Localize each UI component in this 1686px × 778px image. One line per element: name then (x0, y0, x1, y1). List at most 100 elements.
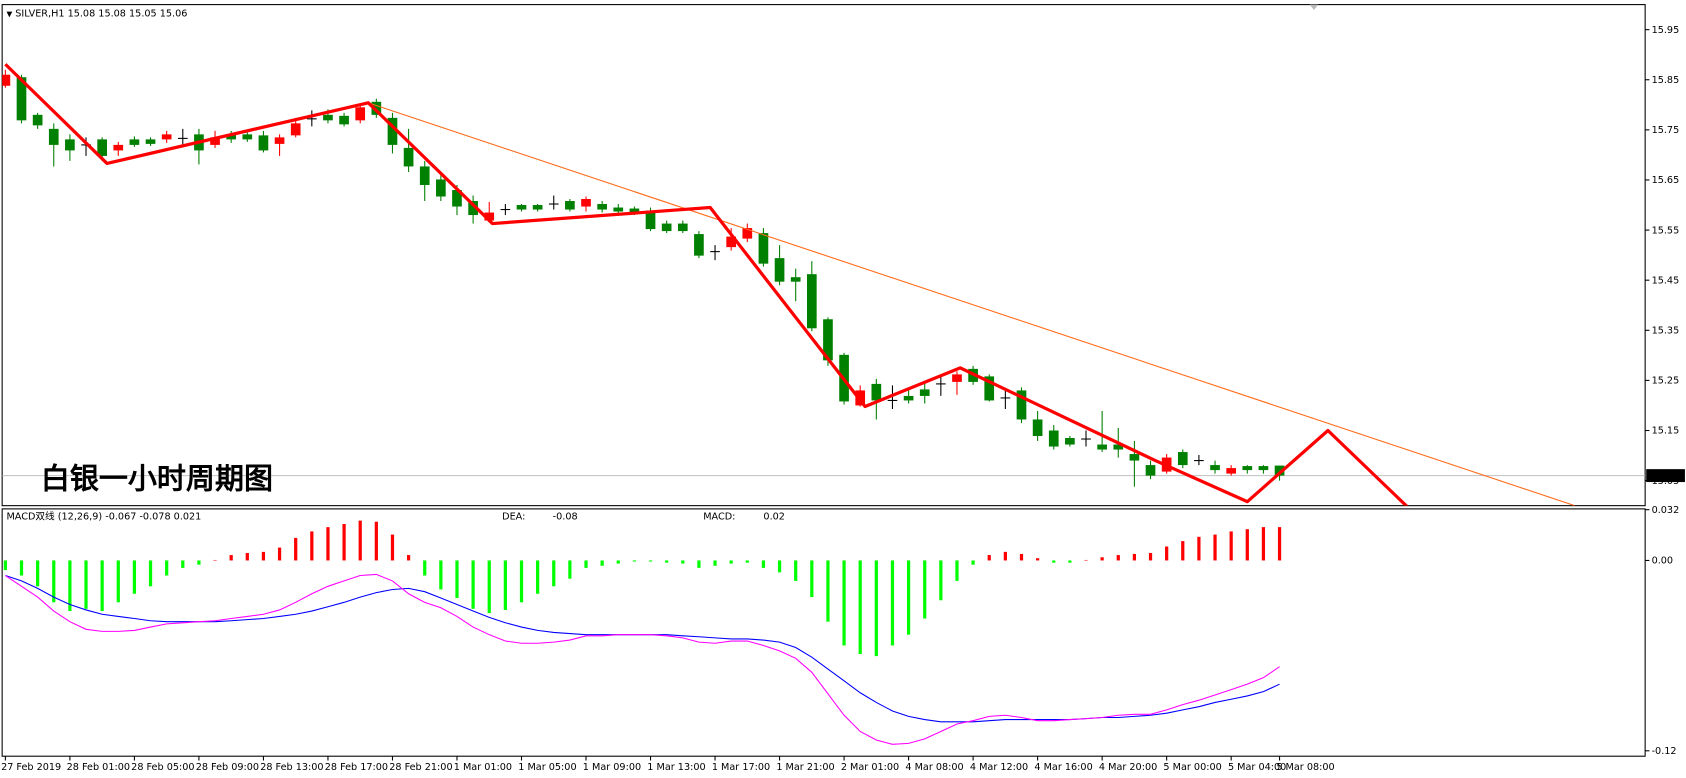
dea-readout: -0.078 (139, 512, 170, 523)
menu-arrow[interactable]: ▼ (6, 9, 12, 18)
histogram-bar (955, 560, 959, 581)
trendline (368, 102, 1575, 506)
candle-body (32, 114, 43, 126)
candle-body (661, 223, 672, 232)
candle-body (516, 205, 527, 210)
close-readout: 15.06 (160, 8, 188, 19)
histogram-bar (552, 560, 556, 587)
candle-body (710, 251, 720, 253)
candle-body (758, 233, 769, 264)
histogram-bar (745, 560, 749, 563)
candle-body (468, 201, 478, 216)
histogram-bar (568, 560, 572, 579)
histogram-bar (729, 560, 733, 564)
candle-body (1097, 444, 1107, 450)
candle-body (548, 203, 559, 205)
y-tick-label: 15.75 (1652, 125, 1680, 136)
macd-value: 0.02 (763, 512, 785, 523)
histogram-bar (648, 560, 653, 562)
x-tick-label: 4 Mar 08:00 (905, 762, 963, 773)
x-tick-label: 28 Feb 13:00 (260, 762, 323, 773)
histogram-bar (487, 560, 491, 614)
candle-body (1081, 438, 1091, 440)
hist-readout: 0.021 (174, 512, 202, 523)
y-tick-label: 15.55 (1652, 225, 1680, 236)
histogram-bar (181, 560, 185, 568)
price-box (1646, 469, 1685, 483)
histogram-bar (261, 551, 266, 561)
candle-body (274, 137, 285, 144)
histogram-bar (439, 560, 443, 590)
histogram-bar (245, 552, 249, 561)
histogram-bar (810, 560, 814, 598)
x-tick-label: 28 Feb 17:00 (325, 762, 388, 773)
main-panel (1, 4, 1646, 507)
histogram-bar (374, 521, 378, 561)
histogram-bar (939, 560, 943, 601)
histogram-bar (536, 560, 540, 594)
histogram-bar (1261, 527, 1266, 561)
histogram-bar (84, 560, 88, 609)
candle-body (65, 139, 75, 151)
x-tick-label: 28 Feb 09:00 (196, 762, 259, 773)
high-readout: 15.08 (98, 8, 126, 19)
histogram-bar (1165, 546, 1169, 561)
histogram-bar (68, 560, 72, 612)
zigzag (4, 63, 1409, 506)
candle-body (210, 137, 220, 145)
candle-body (452, 189, 462, 207)
candle-body (952, 374, 962, 382)
macd-title: MACD双线 (12,26,9) (6, 511, 102, 523)
histogram-bar (1245, 529, 1249, 561)
candle-body (2, 74, 11, 86)
candle-body (1065, 438, 1075, 445)
candle-body (565, 201, 575, 210)
x-tick-label: 5 Mar 08:00 (1276, 762, 1334, 773)
dea-value: -0.08 (553, 512, 578, 523)
y-tick-label: 15.35 (1652, 326, 1680, 337)
candle-body (613, 207, 624, 212)
histogram-bar (132, 560, 137, 594)
histogram-bar (890, 560, 895, 646)
histogram-bar (632, 560, 637, 562)
candle-body (436, 179, 446, 197)
macd-header: MACD双线 (12,26,9) -0.067 -0.078 0.021 (6, 511, 201, 523)
histogram-bar (1036, 558, 1040, 561)
histogram-bar (713, 560, 717, 566)
histogram-bar (665, 560, 669, 563)
histogram-bar (697, 560, 701, 568)
candle-body (532, 205, 543, 210)
histogram-bar (100, 560, 104, 612)
histogram-bar (36, 560, 40, 587)
candle-body (774, 258, 785, 282)
candle-body (419, 166, 430, 185)
y-tick-label: 15.95 (1652, 25, 1680, 36)
histogram-bar (310, 531, 314, 561)
candle-body (823, 319, 833, 361)
open-readout: 15.08 (68, 8, 96, 19)
x-tick-label: 1 Mar 13:00 (647, 762, 705, 773)
y-tick-label: 15.45 (1652, 275, 1680, 286)
candle-body (1258, 466, 1269, 471)
histogram-bar (1100, 557, 1104, 561)
candle-body (387, 117, 398, 145)
dif-readout: -0.067 (105, 512, 136, 523)
histogram-bar (52, 560, 56, 603)
candle-body (97, 139, 107, 156)
histogram-bar (1116, 555, 1120, 561)
histogram-bar (1148, 552, 1153, 561)
candle-body (1274, 465, 1285, 476)
candle-body (500, 208, 511, 211)
histogram-bar (777, 560, 782, 573)
x-tick-label: 1 Mar 17:00 (712, 762, 770, 773)
histogram-bar (503, 560, 507, 610)
plot-area (2, 63, 1646, 506)
candle-body (242, 134, 253, 140)
histogram-bar (761, 560, 766, 568)
candle-body (371, 101, 382, 115)
histogram-bar (1197, 536, 1201, 561)
price-box-label: 15.06 (1649, 471, 1677, 482)
x-tick-label: 5 Mar 00:00 (1163, 762, 1221, 773)
x-tick-label: 1 Mar 21:00 (776, 762, 834, 773)
histogram-bar (923, 560, 927, 619)
